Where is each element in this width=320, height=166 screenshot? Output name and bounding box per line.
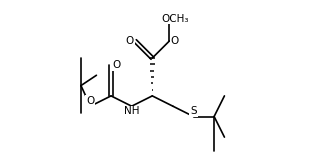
Text: O: O: [112, 60, 121, 70]
Text: O: O: [171, 36, 179, 46]
Text: O: O: [125, 36, 134, 46]
Text: S: S: [190, 106, 197, 116]
Text: NH: NH: [124, 106, 140, 116]
Text: O: O: [86, 96, 94, 106]
Text: OCH₃: OCH₃: [161, 14, 189, 24]
